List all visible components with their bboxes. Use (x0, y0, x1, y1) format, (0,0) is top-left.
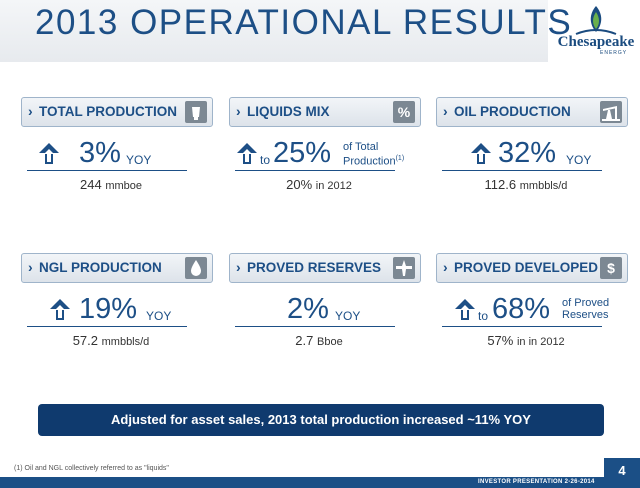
metric-unit: YOY (335, 309, 361, 323)
card-label: PROVED DEVELOPED (454, 260, 599, 275)
sub-metric: 244 mmboe (79, 177, 142, 192)
card-total-production: › TOTAL PRODUCTION 3% YOY 244 mmboe (21, 97, 213, 207)
card-liquids-mix: › LIQUIDS MIX % to 25% of Total Producti… (229, 97, 421, 207)
card-label: OIL PRODUCTION (454, 104, 571, 119)
chevron-right-icon: › (236, 259, 241, 275)
pumpjack-icon (600, 101, 622, 123)
card-label-box: › LIQUIDS MIX % (229, 97, 421, 127)
rig-icon (393, 257, 415, 279)
sub-metric: 112.6 mmbbls/d (484, 177, 568, 192)
metric-unit: of Total (343, 141, 379, 153)
percent-icon: % (393, 101, 415, 123)
divider (27, 326, 187, 327)
card-label-box: › PROVED RESERVES (229, 253, 421, 283)
chevron-right-icon: › (443, 259, 448, 275)
sub-metric: 57.2 mmbbls/d (72, 333, 150, 348)
metric-unit: of Proved (562, 297, 610, 309)
card-label-box: › TOTAL PRODUCTION (21, 97, 213, 127)
divider (442, 326, 602, 327)
divider (235, 170, 395, 171)
divider (27, 170, 187, 171)
up-arrow-icon (471, 143, 491, 164)
sub-metric: 57% in in 2012 (487, 333, 565, 348)
header-band (0, 0, 548, 62)
summary-banner: Adjusted for asset sales, 2013 total pro… (38, 404, 604, 436)
divider (442, 170, 602, 171)
page-title: 2013 OPERATIONAL RESULTS (35, 3, 573, 42)
sub-metric: 20% in 2012 (286, 177, 352, 192)
card-label-box: › NGL PRODUCTION (21, 253, 213, 283)
up-arrow-icon (39, 143, 59, 164)
page-number: 4 (604, 458, 640, 488)
up-arrow-icon (455, 299, 475, 320)
card-label-box: › PROVED DEVELOPED $ (436, 253, 628, 283)
divider (235, 326, 395, 327)
metric-prefix: to (478, 309, 489, 323)
card-label-box: › OIL PRODUCTION (436, 97, 628, 127)
metric-prefix: to (260, 153, 271, 167)
metric-unit-line2: Production(1) (343, 155, 405, 168)
card-label: NGL PRODUCTION (39, 260, 162, 275)
sub-metric: 2.7 Bboe (295, 333, 343, 348)
footer-bar (0, 477, 640, 488)
card-oil-production: › OIL PRODUCTION 32% YOY 112.6 mmbbls/d (436, 97, 628, 207)
metric-value: 19% (79, 293, 138, 325)
chevron-right-icon: › (28, 103, 33, 119)
up-arrow-icon (50, 299, 70, 320)
chevron-right-icon: › (236, 103, 241, 119)
card-label: PROVED RESERVES (247, 260, 382, 275)
power-plant-icon (185, 101, 207, 123)
droplet-icon (185, 257, 207, 279)
chevron-right-icon: › (443, 103, 448, 119)
metric-value: 3% (79, 137, 121, 169)
card-ngl-production: › NGL PRODUCTION 19% YOY 57.2 mmbbls/d (21, 253, 213, 363)
company-logo: Chesapeake ENERGY (556, 4, 636, 62)
metric-unit-line2: Reserves (562, 309, 609, 321)
metric-value: 32% (498, 137, 557, 169)
card-proved-reserves: › PROVED RESERVES 2% YOY 2.7 Bboe (229, 253, 421, 363)
metric-value: 2% (287, 293, 329, 325)
chevron-right-icon: › (28, 259, 33, 275)
footnote: (1) Oil and NGL collectively referred to… (14, 465, 169, 472)
card-label: LIQUIDS MIX (247, 104, 330, 119)
up-arrow-icon (237, 143, 257, 164)
card-proved-developed: › PROVED DEVELOPED $ to 68% of Proved Re… (436, 253, 628, 363)
metric-unit: YOY (566, 153, 592, 167)
footer-label: INVESTOR PRESENTATION 2-26-2014 (478, 479, 595, 485)
card-label: TOTAL PRODUCTION (39, 104, 177, 119)
metric-value: 68% (492, 293, 551, 325)
metric-value: 25% (273, 137, 332, 169)
document-dollar-icon: $ (600, 257, 622, 279)
metric-unit: YOY (146, 309, 172, 323)
metric-unit: YOY (126, 153, 152, 167)
